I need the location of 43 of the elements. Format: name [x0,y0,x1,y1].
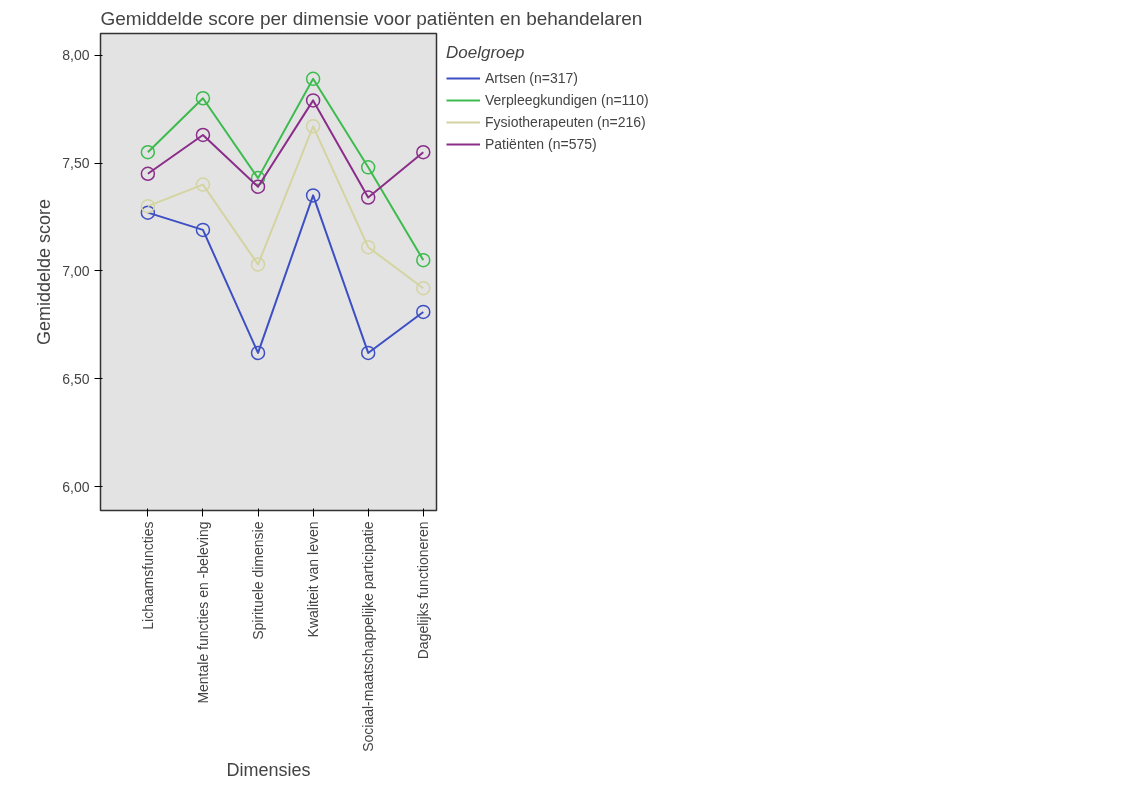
point [195,222,211,238]
legend-label: Verpleegkundigen (n=110) [485,92,649,108]
point [360,190,376,205]
point [250,170,266,186]
point [416,144,431,160]
point [416,280,431,296]
point [416,304,431,320]
y-tick-label: 7,50 [62,155,90,171]
y-axis-title: Gemiddelde score [34,198,55,346]
legend-label: Patiënten (n=575) [485,136,597,152]
point [360,239,376,255]
point [250,179,266,194]
point [140,205,156,220]
point [195,91,211,106]
point [250,257,266,272]
x-tick-label: Sociaal-maatschappelijke participatie [360,521,377,752]
x-tick-label: Kwaliteit van leven [305,521,322,638]
legend-label: Fysiotherapeuten (n=216) [485,114,646,130]
x-tick-label: Dagelijks functioneren [415,521,432,660]
y-tick-label: 6,00 [62,478,90,495]
point [305,71,321,87]
point [305,119,321,134]
y-tick-label: 8,00 [62,47,90,64]
y-tick-label: 7,00 [62,262,90,279]
point [195,127,211,143]
point [305,93,321,108]
y-tick-label: 6,50 [62,370,90,387]
point [360,160,376,175]
point [305,188,321,203]
x-tick-label: Spirituele dimensie [250,521,267,640]
point [195,177,211,192]
point [360,345,376,361]
chart-title: Gemiddelde score per dimensie voor patiënten en behandelaren [100,7,643,29]
point [140,144,156,160]
point [250,345,266,361]
point [140,166,156,182]
legend-label: Artsen (n=317) [485,70,578,86]
x-tick-label: Mentale functies en -beleving [194,521,211,704]
legend-title: Doelgroep [446,43,526,63]
point [416,252,431,268]
point [140,198,156,214]
x-axis-title: Dimensies [226,759,311,780]
x-tick-label: Lichaamsfuncties [139,521,156,630]
